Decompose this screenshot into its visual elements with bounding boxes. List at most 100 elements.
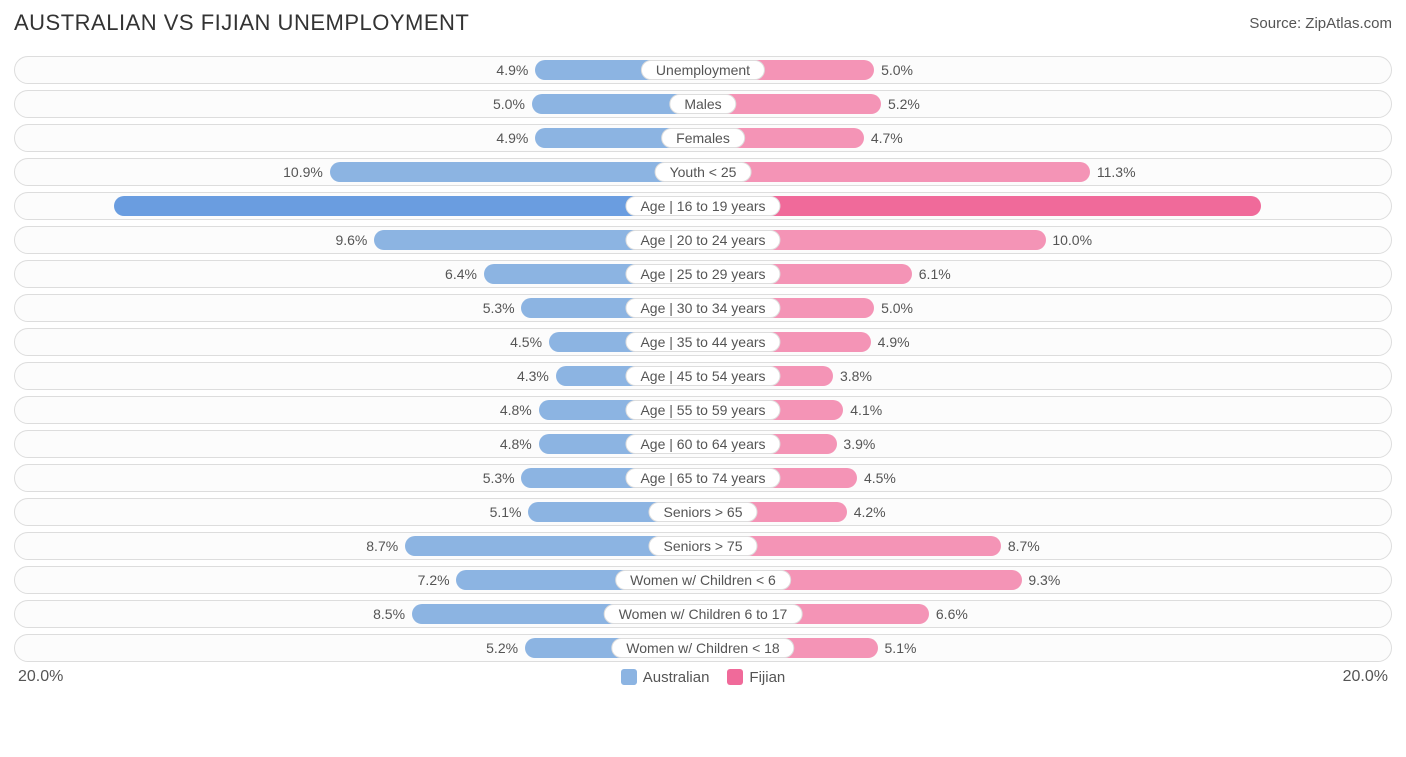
chart-row: 17.2%16.3%Age | 16 to 19 years: [14, 192, 1392, 220]
value-label-right: 10.0%: [1052, 232, 1092, 248]
chart-row-inner: 4.3%3.8%Age | 45 to 54 years: [18, 366, 1388, 386]
value-label-left: 7.2%: [418, 572, 450, 588]
chart-row-inner: 5.1% 4.2% Seniors > 65: [18, 502, 1388, 522]
chart-row: 5.3% 4.5% Age | 65 to 74 years: [14, 464, 1392, 492]
value-label-left: 9.6%: [335, 232, 367, 248]
chart-row: 7.2%9.3%Women w/ Children < 6: [14, 566, 1392, 594]
chart-row-inner: 8.7% 8.7% Seniors > 75: [18, 536, 1388, 556]
chart-row: 4.3%3.8%Age | 45 to 54 years: [14, 362, 1392, 390]
value-label-left: 8.5%: [373, 606, 405, 622]
value-label-left: 5.0%: [493, 96, 525, 112]
chart-row-inner: 5.3% 4.5% Age | 65 to 74 years: [18, 468, 1388, 488]
axis-right-max: 20.0%: [1343, 668, 1388, 686]
legend-label-right: Fijian: [749, 669, 785, 686]
chart-row-inner: 8.5% 6.6% Women w/ Children 6 to 17: [18, 604, 1388, 624]
chart-row: 4.5%4.9%Age | 35 to 44 years: [14, 328, 1392, 356]
chart-row: 8.5% 6.6% Women w/ Children 6 to 17: [14, 600, 1392, 628]
value-label-right: 8.7%: [1008, 538, 1040, 554]
chart-area: 4.9% 5.0% Unemployment 5.0% 5.2% Males 4.9%4.7…: [14, 56, 1392, 662]
value-label-right: 5.0%: [881, 62, 913, 78]
category-label: Women w/ Children 6 to 17: [604, 604, 803, 624]
chart-row-inner: 9.6% 10.0% Age | 20 to 24 years: [18, 230, 1388, 250]
value-label-right: 3.8%: [840, 368, 872, 384]
chart-row-inner: 4.8% 3.9% Age | 60 to 64 years: [18, 434, 1388, 454]
category-label: Women w/ Children < 18: [611, 638, 794, 658]
chart-row-inner: 4.5%4.9%Age | 35 to 44 years: [18, 332, 1388, 352]
value-label-left: 4.9%: [496, 130, 528, 146]
legend-swatch-right: [727, 669, 743, 685]
bar-right: [703, 162, 1090, 182]
value-label-left: 5.3%: [483, 470, 515, 486]
axis-left-max: 20.0%: [18, 668, 63, 686]
value-label-left: 5.1%: [490, 504, 522, 520]
chart-row: 4.8% 3.9% Age | 60 to 64 years: [14, 430, 1392, 458]
category-label: Age | 55 to 59 years: [625, 400, 780, 420]
source-prefix: Source:: [1249, 15, 1305, 32]
chart-row-inner: 10.9% 11.3% Youth < 25: [18, 162, 1388, 182]
value-label-left: 4.8%: [500, 436, 532, 452]
category-label: Females: [661, 128, 745, 148]
value-label-left: 4.3%: [517, 368, 549, 384]
bar-right: 16.3%: [703, 196, 1261, 216]
chart-row-inner: 17.2%16.3%Age | 16 to 19 years: [18, 196, 1388, 216]
chart-row-inner: 5.2% 5.1% Women w/ Children < 18: [18, 638, 1388, 658]
value-label-left: 8.7%: [366, 538, 398, 554]
value-label-right: 5.0%: [881, 300, 913, 316]
source-name: ZipAtlas.com: [1305, 15, 1392, 32]
bar-left: [330, 162, 703, 182]
chart-source: Source: ZipAtlas.com: [1249, 15, 1392, 32]
value-label-right: 3.9%: [843, 436, 875, 452]
value-label-right: 11.3%: [1097, 164, 1136, 180]
value-label-right: 4.9%: [878, 334, 910, 350]
chart-header: AUSTRALIAN VS FIJIAN UNEMPLOYMENT Source…: [14, 10, 1392, 36]
chart-row: 5.3% 5.0% Age | 30 to 34 years: [14, 294, 1392, 322]
legend-swatch-left: [621, 669, 637, 685]
chart-row: 5.2% 5.1% Women w/ Children < 18: [14, 634, 1392, 662]
category-label: Age | 20 to 24 years: [625, 230, 780, 250]
chart-row: 4.9% 5.0% Unemployment: [14, 56, 1392, 84]
chart-row-inner: 7.2%9.3%Women w/ Children < 6: [18, 570, 1388, 590]
value-label-right: 5.1%: [885, 640, 917, 656]
value-label-left: 4.9%: [496, 62, 528, 78]
category-label: Age | 16 to 19 years: [625, 196, 780, 216]
category-label: Age | 30 to 34 years: [625, 298, 780, 318]
chart-row-inner: 6.4%6.1%Age | 25 to 29 years: [18, 264, 1388, 284]
legend-item-right: Fijian: [727, 669, 785, 686]
value-label-right: 4.2%: [854, 504, 886, 520]
category-label: Males: [669, 94, 736, 114]
value-label-left: 5.3%: [483, 300, 515, 316]
chart-row-inner: 4.9% 5.0% Unemployment: [18, 60, 1388, 80]
chart-row: 4.8% 4.1% Age | 55 to 59 years: [14, 396, 1392, 424]
category-label: Youth < 25: [655, 162, 752, 182]
value-label-right: 6.1%: [919, 266, 951, 282]
legend-label-left: Australian: [643, 669, 710, 686]
chart-row-inner: 5.0% 5.2% Males: [18, 94, 1388, 114]
category-label: Seniors > 75: [649, 536, 758, 556]
chart-row: 6.4%6.1%Age | 25 to 29 years: [14, 260, 1392, 288]
chart-row-inner: 5.3% 5.0% Age | 30 to 34 years: [18, 298, 1388, 318]
axis-row: 20.0% Australian Fijian 20.0%: [14, 668, 1392, 686]
value-label-left: 10.9%: [283, 164, 323, 180]
value-label-right: 6.6%: [936, 606, 968, 622]
bar-left: 17.2%: [114, 196, 703, 216]
chart-row: 8.7% 8.7% Seniors > 75: [14, 532, 1392, 560]
value-label-left: 5.2%: [486, 640, 518, 656]
category-label: Unemployment: [641, 60, 765, 80]
legend: Australian Fijian: [621, 669, 786, 686]
value-label-right: 5.2%: [888, 96, 920, 112]
chart-row-inner: 4.9%4.7%Females: [18, 128, 1388, 148]
chart-row: 9.6% 10.0% Age | 20 to 24 years: [14, 226, 1392, 254]
value-label-right: 4.5%: [864, 470, 896, 486]
category-label: Seniors > 65: [649, 502, 758, 522]
chart-row: 10.9% 11.3% Youth < 25: [14, 158, 1392, 186]
category-label: Age | 35 to 44 years: [625, 332, 780, 352]
category-label: Age | 65 to 74 years: [625, 468, 780, 488]
chart-title: AUSTRALIAN VS FIJIAN UNEMPLOYMENT: [14, 10, 469, 36]
value-label-left: 4.8%: [500, 402, 532, 418]
chart-row: 5.1% 4.2% Seniors > 65: [14, 498, 1392, 526]
value-label-right: 4.1%: [850, 402, 882, 418]
value-label-left: 6.4%: [445, 266, 477, 282]
category-label: Age | 60 to 64 years: [625, 434, 780, 454]
chart-row: 4.9%4.7%Females: [14, 124, 1392, 152]
chart-row: 5.0% 5.2% Males: [14, 90, 1392, 118]
